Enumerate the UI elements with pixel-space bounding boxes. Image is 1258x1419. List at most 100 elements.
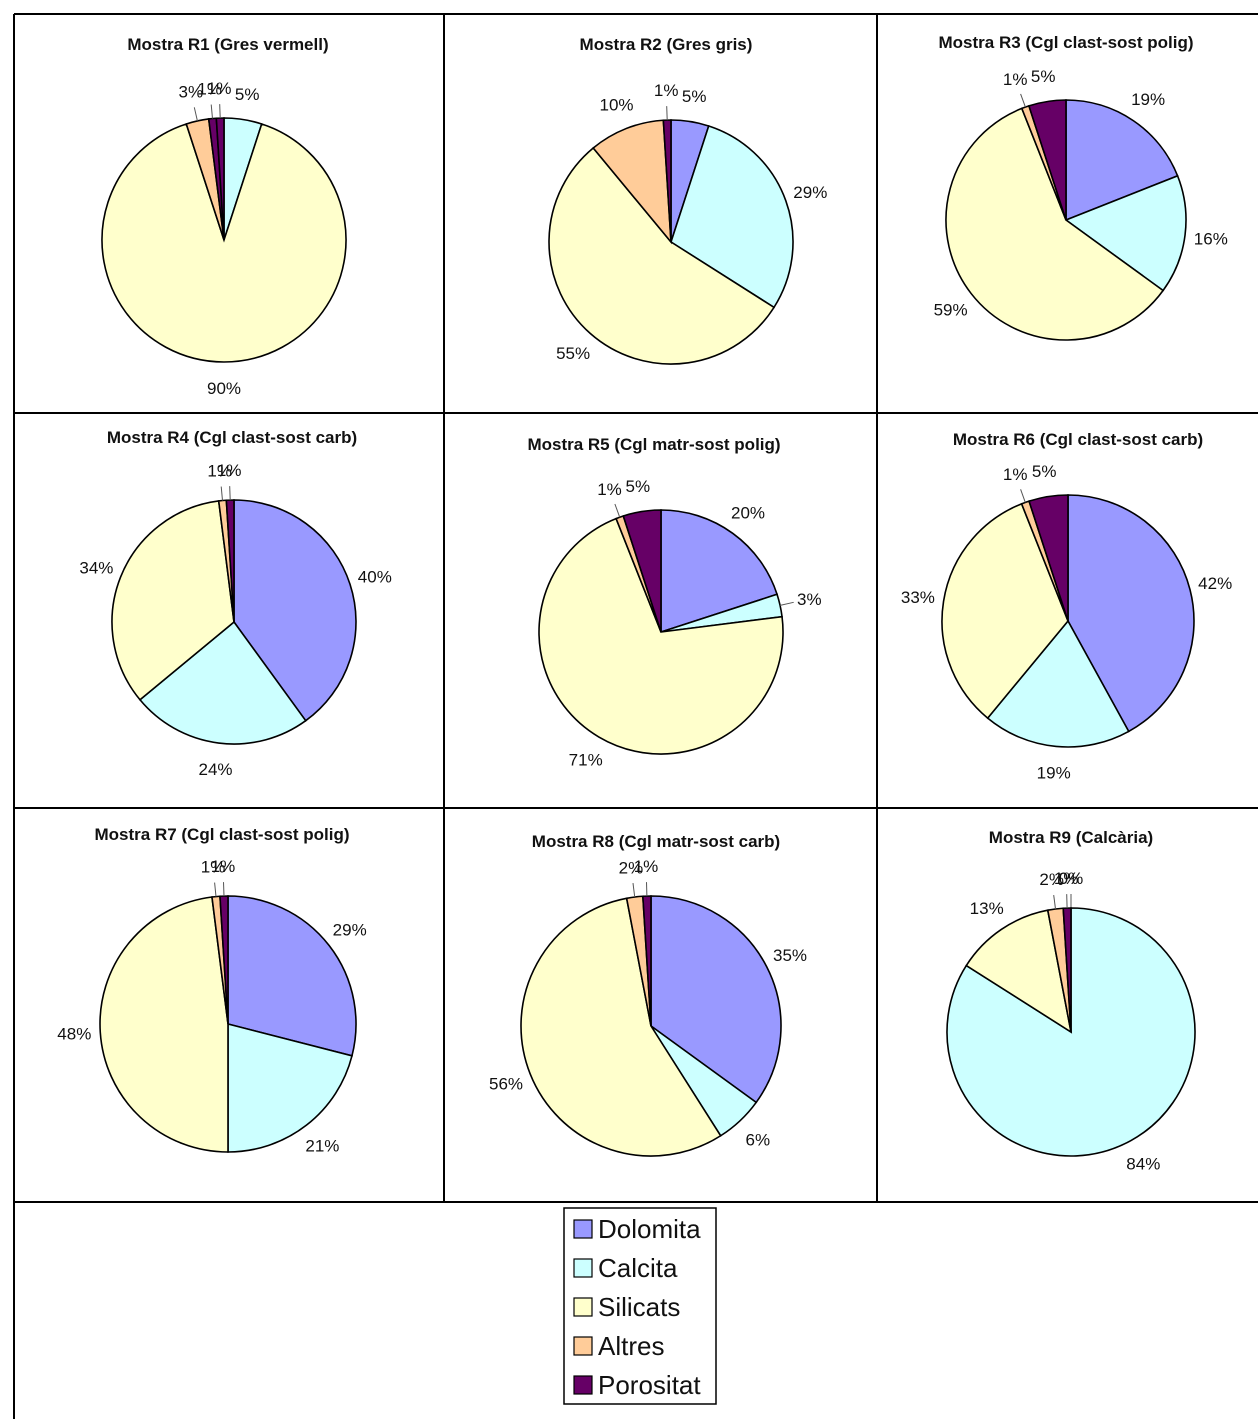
pie-slice-calcita: [986, 619, 1130, 748]
chart-title: Mostra R3 (Cgl clast-sost polig): [938, 33, 1193, 52]
data-label-calcita: 6%: [746, 1131, 771, 1150]
panel-grid: [13, 13, 1258, 1419]
data-label-dolomita: 19%: [1131, 90, 1165, 109]
chart-title: Mostra R8 (Cgl matr-sost carb): [532, 832, 780, 851]
pie-slice-dolomita: [660, 509, 779, 634]
data-label-extra: 1%: [207, 79, 232, 98]
leader-line: [193, 107, 198, 122]
pie-chart-r2: Mostra R2 (Gres gris) 5% 29% 55% 10% 1%: [548, 35, 827, 365]
pie-slice-calcita: [670, 124, 794, 309]
pie-slice-dolomita: [650, 895, 782, 1104]
data-label-dolomita: 5%: [682, 87, 707, 106]
chart-title: Mostra R5 (Cgl matr-sost polig): [527, 435, 780, 454]
pie-slice-calcita: [138, 620, 307, 745]
pie-slice-porositat: [622, 509, 662, 633]
leader-line: [220, 486, 223, 501]
chart-title: Mostra R1 (Gres vermell): [127, 35, 328, 54]
data-label-altres: 1%: [201, 858, 226, 877]
leader-line: [1020, 489, 1026, 503]
pie-slice-dolomita: [227, 895, 357, 1057]
data-label-altres: 1%: [1003, 465, 1028, 484]
chart-title: Mostra R4 (Cgl clast-sost carb): [107, 428, 357, 447]
data-label-calcita: 19%: [1037, 763, 1071, 782]
data-label-silicats: 13%: [970, 899, 1004, 918]
pie-chart-r6: Mostra R6 (Cgl clast-sost carb) 42% 19% 33%…: [901, 430, 1232, 782]
data-label-calcita: 84%: [1126, 1154, 1160, 1173]
chart-title: Mostra R9 (Calcària): [989, 828, 1153, 847]
charts-layer: Mostra R1 (Gres vermell)5%90%3%1%1%Mostr…: [57, 33, 1232, 1173]
pie-slice-dolomita: [1065, 99, 1179, 222]
data-label-altres: 10%: [599, 95, 633, 114]
legend-swatch-altres: [573, 1336, 593, 1356]
data-label-altres: 1%: [1003, 70, 1028, 89]
data-label-porositat: 5%: [1032, 462, 1057, 481]
pie-chart-r4: Mostra R4 (Cgl clast-sost carb) 40% 24% 34%…: [79, 428, 391, 779]
data-label-porositat: 1%: [197, 80, 222, 99]
data-label-calcita: 21%: [305, 1137, 339, 1156]
data-label-silicats: 48%: [57, 1025, 91, 1044]
pie-slice-silicats: [538, 517, 784, 755]
data-label-calcita: 3%: [797, 590, 822, 609]
legend-swatch-calcita: [573, 1258, 593, 1278]
data-label-dolomita: 35%: [773, 946, 807, 965]
data-label-altres: 2%: [619, 858, 644, 877]
pie-chart-r5: Mostra R5 (Cgl matr-sost polig) 20% 3% 71% 1…: [527, 435, 821, 769]
data-label-altres: 1%: [597, 480, 622, 499]
leader-line: [666, 106, 668, 121]
pie-slice-dolomita: [1067, 494, 1195, 733]
data-label-calcita: 24%: [198, 760, 232, 779]
pie-slice-porositat: [1028, 494, 1069, 622]
pie-chart-r3: Mostra R3 (Cgl clast-sost polig) 19% 16% 59…: [934, 33, 1228, 341]
pie-slice-altres: [592, 119, 672, 245]
legend-label-porositat: Porositat: [598, 1370, 701, 1400]
data-label-silicats: 71%: [569, 750, 603, 769]
pie-slice-dolomita: [233, 499, 357, 722]
data-label-porositat: 5%: [1031, 67, 1056, 86]
leader-line: [229, 486, 231, 501]
pie-slice-silicats: [548, 146, 776, 365]
legend-swatch-dolomita: [573, 1219, 593, 1239]
data-label-altres: 2%: [1039, 870, 1064, 889]
legend-label-dolomita: Dolomita: [598, 1214, 701, 1244]
legend-label-silicats: Silicats: [598, 1292, 680, 1322]
leader-line: [214, 882, 217, 897]
pie-slice-silicats: [111, 500, 235, 701]
legend: Dolomita Calcita Silicats Altres Porositat: [563, 1207, 717, 1405]
pie-slice-calcita: [227, 1022, 353, 1153]
data-label-silicats: 59%: [934, 301, 968, 320]
pie-slice-silicats: [99, 896, 229, 1153]
data-label-altres: 3%: [179, 83, 204, 102]
data-label-porositat: 1%: [211, 857, 236, 876]
data-label-porositat: 1%: [654, 81, 679, 100]
data-label-dolomita: 20%: [731, 503, 765, 522]
data-label-silicats: 55%: [556, 344, 590, 363]
data-label-porositat: 1%: [1054, 869, 1079, 888]
data-label-silicats: 90%: [207, 379, 241, 398]
pie-chart-r7: Mostra R7 (Cgl clast-sost polig) 29% 21% 48…: [57, 825, 366, 1156]
pie-slice-silicats: [941, 502, 1069, 720]
data-label-porositat: 1%: [634, 857, 659, 876]
leader-line: [219, 104, 221, 119]
data-label-silicats: 34%: [79, 559, 113, 578]
legend-label-altres: Altres: [598, 1331, 664, 1361]
data-label-dolomita: 29%: [333, 921, 367, 940]
leader-line: [779, 601, 794, 606]
data-label-porositat: 1%: [217, 461, 242, 480]
legend-label-calcita: Calcita: [598, 1253, 678, 1283]
data-label-dolomita: 40%: [358, 567, 392, 586]
data-label-silicats: 33%: [901, 588, 935, 607]
data-label-dolomita: 0%: [1059, 869, 1084, 888]
leader-line: [1053, 895, 1056, 910]
data-label-porositat: 5%: [626, 477, 651, 496]
pie-chart-r8: Mostra R8 (Cgl matr-sost carb) 35% 6% 56% 2%…: [489, 832, 807, 1157]
pie-slice-calcita: [1064, 174, 1187, 292]
legend-swatch-silicats: [573, 1297, 593, 1317]
chart-title: Mostra R6 (Cgl clast-sost carb): [953, 430, 1203, 449]
legend-swatch-porositat: [573, 1375, 593, 1395]
data-label-calcita: 29%: [793, 183, 827, 202]
data-label-silicats: 56%: [489, 1074, 523, 1093]
data-label-dolomita: 42%: [1198, 574, 1232, 593]
pie-chart-r9: Mostra R9 (Calcària) 0% 84% 13% 2%1%: [946, 828, 1196, 1173]
leader-line: [614, 503, 621, 518]
